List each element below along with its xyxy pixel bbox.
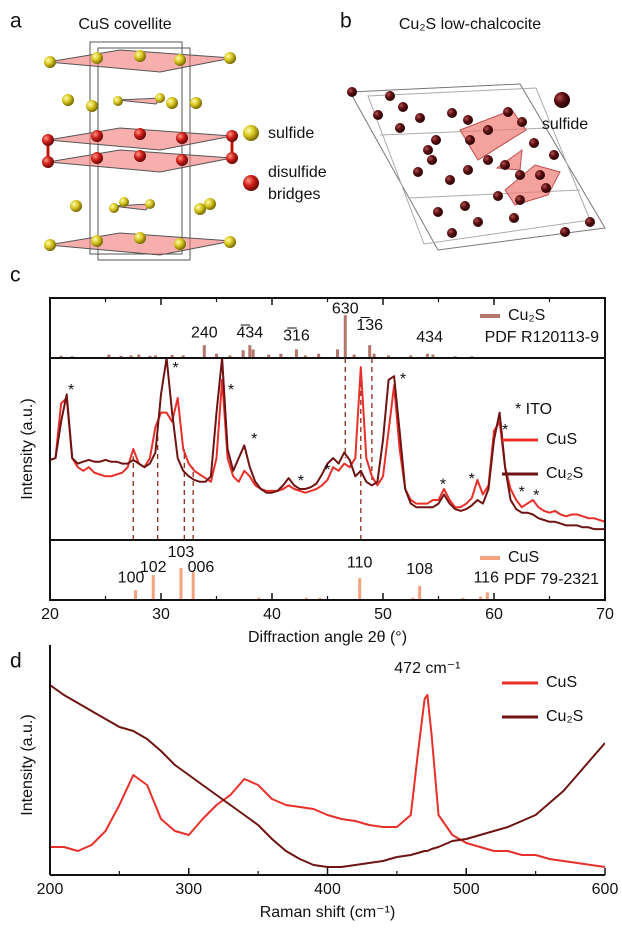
annotation: *: [440, 477, 446, 494]
peak-label: 006: [188, 559, 215, 576]
legend-text: CuS: [508, 549, 539, 566]
x-tick-label: 400: [314, 881, 341, 898]
peak-label: 110: [347, 554, 373, 571]
legend-text: CuS: [546, 674, 577, 691]
legend-text: disulfide: [268, 164, 327, 181]
panel-title: Cu₂S low-chalcocite: [399, 16, 541, 33]
annotation: *: [502, 422, 508, 439]
chalcocite-structure: [349, 83, 606, 251]
x-tick-label: 70: [596, 606, 614, 623]
legend-sphere: [243, 175, 259, 191]
legend-text: bridges: [268, 186, 320, 203]
annotation: 472 cm⁻¹: [394, 660, 460, 677]
legend-text: Cu₂S: [546, 708, 583, 725]
peak-label: 4̅34: [236, 323, 263, 341]
x-tick-label: 60: [485, 606, 503, 623]
x-tick-label: 20: [41, 606, 59, 623]
peak-label: 630: [332, 300, 359, 317]
panel-title: CuS covellite: [78, 16, 171, 33]
spectrum-line: [50, 684, 605, 868]
peak-label: 103: [168, 544, 195, 561]
peak-label: 116: [473, 569, 499, 586]
panel-label: b: [340, 10, 352, 33]
peak-label: 1̅36: [356, 316, 383, 334]
peak-label: 102: [140, 559, 167, 576]
x-tick-label: 50: [374, 606, 392, 623]
x-tick-label: 40: [263, 606, 281, 623]
legend-sphere: [243, 125, 259, 141]
peak-label: 100: [118, 569, 145, 586]
x-axis-label: Raman shift (cm⁻¹): [260, 904, 396, 921]
x-tick-label: 600: [592, 881, 619, 898]
annotation: *: [298, 473, 304, 490]
peak-label: 240: [191, 324, 218, 341]
reference-source: PDF R120113-9: [485, 329, 600, 346]
reference-source: PDF 79-2321: [504, 571, 599, 588]
x-tick-label: 200: [37, 881, 64, 898]
legend-text: sulfide: [268, 125, 314, 142]
sulfide-atoms: [44, 50, 236, 251]
panel-label: d: [10, 650, 22, 673]
annotation: *: [533, 488, 539, 505]
panel-label: a: [10, 10, 22, 33]
legend-note: * ITO: [515, 401, 552, 418]
annotation: *: [251, 431, 257, 448]
y-axis-label: Intensity (a.u.): [19, 714, 36, 815]
legend-text: sulfide: [542, 116, 588, 133]
panel-label: c: [10, 264, 21, 287]
disulfide-atoms: [42, 128, 238, 168]
y-axis-label: Intensity (a.u.): [19, 398, 36, 499]
peak-label: 3̅16: [283, 326, 310, 344]
copper-sulfide-atoms: [347, 87, 595, 238]
plot: [50, 358, 605, 540]
spectrum-line: [50, 358, 605, 531]
x-axis-label: Diffraction angle 2θ (°): [248, 629, 407, 646]
peak-label: 434: [416, 329, 443, 346]
annotation: *: [469, 471, 475, 488]
annotation: *: [68, 382, 74, 399]
annotation: *: [400, 371, 406, 388]
legend-sphere: [554, 92, 570, 108]
legend-text: CuS: [546, 431, 577, 448]
annotation: *: [519, 484, 525, 501]
legend-text: Cu₂S: [508, 307, 545, 324]
x-tick-label: 500: [453, 881, 480, 898]
legend-text: Cu₂S: [546, 465, 583, 482]
annotation: *: [324, 462, 330, 479]
peak-label: 108: [406, 561, 433, 578]
annotation: *: [172, 360, 178, 377]
annotation: *: [228, 382, 234, 399]
x-tick-label: 300: [175, 881, 202, 898]
spectrum-line: [50, 694, 605, 868]
plot: [50, 684, 605, 868]
x-tick-label: 30: [152, 606, 170, 623]
